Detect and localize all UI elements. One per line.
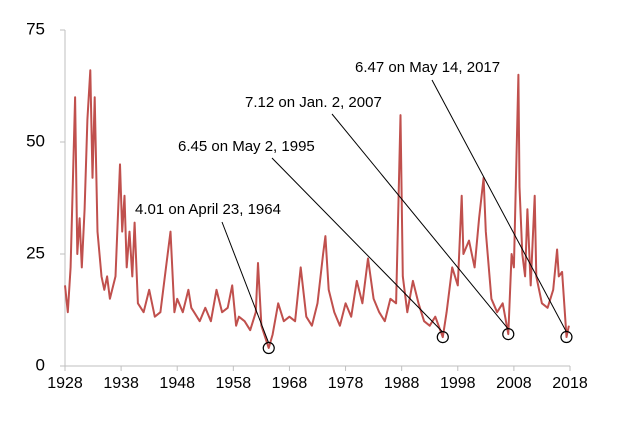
y-tick-label: 0: [36, 355, 45, 374]
y-tick-label: 75: [26, 19, 45, 38]
x-tick-label: 1948: [159, 375, 195, 392]
x-tick-label: 2018: [552, 375, 588, 392]
annotation-leader: [221, 221, 270, 344]
x-tick-label: 1978: [328, 375, 364, 392]
annotation-marker: [262, 341, 275, 355]
annotation-leader: [331, 113, 509, 330]
x-tick-label: 2008: [496, 375, 532, 392]
annotation-label: 6.45 on May 2, 1995: [178, 138, 315, 155]
x-tick-label: 1958: [216, 375, 252, 392]
x-tick-label: 1928: [47, 375, 83, 392]
series-line: [64, 69, 570, 349]
x-tick-label: 1968: [272, 375, 308, 392]
annotation-label: 4.01 on April 23, 1964: [135, 201, 281, 218]
annotation-marker: [502, 328, 515, 341]
x-tick-label: 1938: [103, 375, 139, 392]
annotation-label: 6.47 on May 14, 2017: [355, 59, 500, 76]
x-tick-label: 1988: [384, 375, 420, 392]
annotation-marker: [560, 330, 573, 344]
x-tick-label: 1998: [440, 375, 476, 392]
annotation-leader: [431, 79, 567, 333]
annotation-label: 7.12 on Jan. 2, 2007: [245, 94, 382, 111]
y-tick-label: 50: [26, 131, 45, 150]
annotation-marker: [436, 331, 449, 344]
y-tick-label: 25: [26, 243, 45, 262]
annotation-leader: [271, 157, 444, 333]
